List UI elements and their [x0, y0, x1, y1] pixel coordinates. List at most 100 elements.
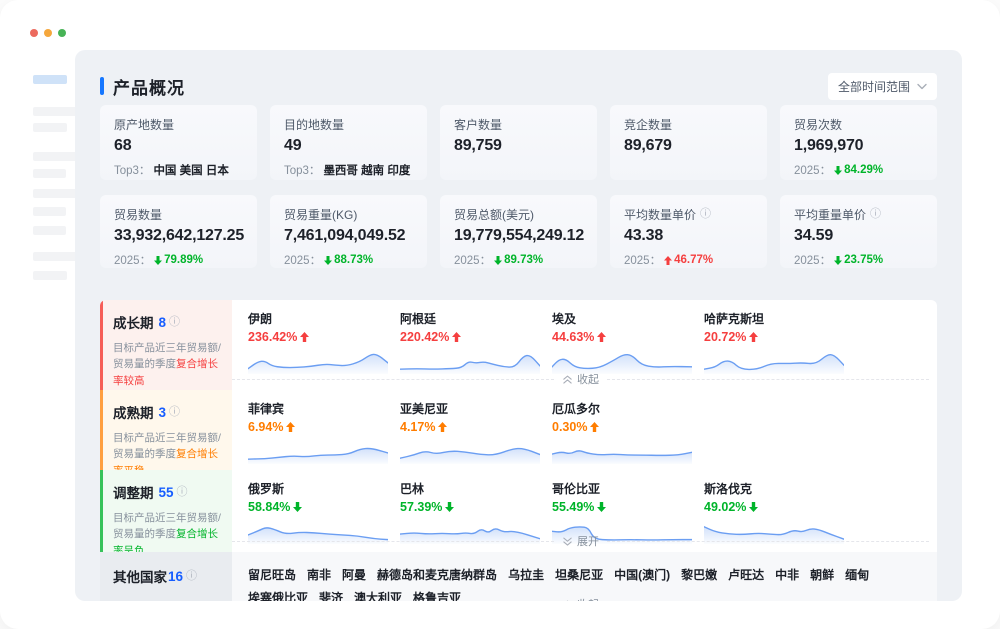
other-country-item[interactable]: 黎巴嫩 — [681, 568, 718, 582]
lifecycle-row: 成长期 8 ⓘ 目标产品近三年贸易额/贸易量的季度复合增长率较高 伊朗 236.… — [100, 300, 937, 390]
stat-card-label: 贸易次数 — [794, 118, 843, 132]
sidebar-skeleton-bar — [33, 207, 66, 216]
row-footer: 展开 — [232, 533, 929, 549]
other-country-item[interactable]: 卢旺达 — [728, 568, 765, 582]
other-country-item[interactable]: 缅甸 — [845, 568, 870, 582]
trend-down-arrow-icon — [834, 165, 843, 175]
stat-sub-trend: 中国 美国 日本 — [153, 162, 228, 178]
country-name: 俄罗斯 — [248, 482, 285, 496]
sidebar-skeleton-bar[interactable] — [33, 75, 67, 84]
country-growth-pct: 6.94% — [248, 420, 400, 434]
country-growth-pct: 44.63% — [552, 330, 704, 344]
trend-sparkline-chart — [704, 526, 844, 544]
other-country-item[interactable]: 朝鲜 — [810, 568, 835, 582]
stat-sub-value: 23.75% — [844, 254, 884, 266]
country-name: 巴林 — [400, 482, 425, 496]
other-country-item[interactable]: 坦桑尼亚 — [555, 568, 604, 582]
other-country-item[interactable]: 南非 — [307, 568, 332, 582]
country-name: 伊朗 — [248, 312, 273, 326]
stat-card-value: 34.59 — [794, 227, 834, 244]
stat-sub-prefix: 2025： — [454, 255, 492, 267]
country-trend-cell[interactable]: 俄罗斯 58.84% — [248, 480, 400, 552]
info-icon[interactable]: ⓘ — [870, 208, 882, 220]
country-trend-cell[interactable]: 亚美尼亚 4.17% — [400, 400, 552, 470]
other-country-item[interactable]: 斐济 — [319, 591, 344, 601]
trend-sparkline-chart — [400, 354, 540, 374]
other-country-item[interactable]: 留尼旺岛 — [248, 568, 297, 582]
info-icon[interactable]: ⓘ — [700, 208, 712, 220]
country-growth-pct: 220.42% — [400, 330, 552, 344]
trend-up-arrow-icon — [664, 255, 673, 265]
time-range-select[interactable]: 全部时间范围 — [827, 72, 937, 100]
other-country-item[interactable]: 澳大利亚 — [354, 591, 403, 601]
other-country-item[interactable]: 中国(澳门) — [614, 568, 671, 582]
toggle-row-link[interactable]: 展开 — [554, 533, 607, 549]
close-window-button[interactable] — [30, 29, 38, 37]
other-country-item[interactable]: 乌拉圭 — [508, 568, 545, 582]
page-title: 产品概况 — [113, 78, 185, 98]
country-growth-pct: 20.72% — [704, 330, 856, 344]
info-icon[interactable]: ⓘ — [186, 569, 198, 582]
trend-sparkline-chart — [400, 528, 540, 544]
trend-down-arrow-icon — [154, 255, 163, 265]
lifecycle-row: 成熟期 3 ⓘ 目标产品近三年贸易额/贸易量的季度复合增长率平稳 菲律宾 6.9… — [100, 390, 937, 477]
stat-card: 平均重量单价 ⓘ 34.59 2025： 23.75% — [780, 195, 937, 268]
trend-sparkline-chart — [400, 447, 540, 464]
trend-up-arrow-icon — [286, 422, 296, 432]
stat-card: 目的地数量 49 Top3： 墨西哥 越南 印度 — [270, 105, 427, 180]
stat-sub-value: 88.73% — [334, 254, 374, 266]
other-country-item[interactable]: 埃塞俄比亚 — [248, 591, 309, 601]
info-icon[interactable]: ⓘ — [169, 315, 181, 328]
maximize-window-button[interactable] — [58, 29, 66, 37]
lifecycle-category-name: 成长期 — [113, 316, 154, 331]
stat-card-label: 贸易重量(KG) — [284, 208, 358, 222]
stat-card-value: 43.38 — [624, 227, 664, 244]
country-trend-cell[interactable]: 阿根廷 220.42% — [400, 310, 552, 390]
lifecycle-row: 其他国家 16 ⓘ 留尼旺岛 南非 阿曼 赫德岛和麦克唐纳群岛 乌拉圭 坦桑尼亚 中国(澳门… — [100, 552, 937, 601]
stat-sub-trend: 46.77% — [664, 254, 713, 266]
minimize-window-button[interactable] — [44, 29, 52, 37]
stat-card-value: 89,679 — [624, 137, 672, 154]
stat-card: 竞企数量 89,679 — [610, 105, 767, 180]
chevron-down-icon — [917, 83, 927, 89]
stat-card: 平均数量单价 ⓘ 43.38 2025： 46.77% — [610, 195, 767, 268]
other-country-item[interactable]: 中非 — [775, 568, 800, 582]
divider-line — [232, 378, 554, 380]
toggle-row-link[interactable]: 收起 — [554, 371, 607, 387]
trend-down-arrow-icon — [293, 502, 303, 512]
info-icon[interactable]: ⓘ — [169, 405, 181, 418]
country-name: 斯洛伐克 — [704, 482, 753, 496]
country-trend-cell[interactable]: 菲律宾 6.94% — [248, 400, 400, 470]
country-trend-cell[interactable]: 哥伦比亚 55.49% — [552, 480, 704, 552]
lifecycle-section: 成长期 8 ⓘ 目标产品近三年贸易额/贸易量的季度复合增长率较高 伊朗 236.… — [100, 300, 937, 601]
country-name: 厄瓜多尔 — [552, 402, 601, 416]
stat-sub-prefix: 2025： — [114, 255, 152, 267]
lifecycle-row-content: 伊朗 236.42% 阿根廷 220.42% 埃及 44.63% 哈萨克斯坦 2… — [232, 300, 937, 390]
country-trend-cell[interactable]: 巴林 57.39% — [400, 480, 552, 552]
lifecycle-category-name: 成熟期 — [113, 406, 154, 421]
stat-card-label: 原产地数量 — [114, 118, 175, 132]
desc-text: 目标产品近三年贸易额/贸易量的季度 — [113, 512, 221, 541]
stat-card-value: 1,969,970 — [794, 137, 864, 154]
panel-header: 产品概况 全部时间范围 — [100, 72, 937, 100]
country-trend-cell[interactable]: 厄瓜多尔 0.30% — [552, 400, 704, 470]
stat-card: 客户数量 89,759 — [440, 105, 597, 180]
lifecycle-category-box: 其他国家 16 ⓘ — [100, 552, 232, 601]
stat-card-label: 竞企数量 — [624, 118, 673, 132]
other-country-item[interactable]: 格鲁吉亚 — [413, 591, 462, 601]
country-trend-cell[interactable]: 伊朗 236.42% — [248, 310, 400, 390]
toggle-row-link[interactable]: 收起 — [554, 596, 607, 601]
lifecycle-row-content: 留尼旺岛 南非 阿曼 赫德岛和麦克唐纳群岛 乌拉圭 坦桑尼亚 中国(澳门) 黎巴嫩 卢旺达 中非朝… — [232, 552, 937, 601]
sidebar-skeleton-bar — [33, 252, 77, 261]
other-country-item[interactable]: 阿曼 — [342, 568, 367, 582]
info-icon[interactable]: ⓘ — [176, 485, 188, 498]
stat-card-value: 49 — [284, 137, 302, 154]
country-trend-cell[interactable]: 斯洛伐克 49.02% — [704, 480, 856, 552]
country-trend-cell[interactable]: 埃及 44.63% — [552, 310, 704, 390]
double-chevron-up-icon — [563, 375, 572, 384]
country-trend-cell[interactable]: 哈萨克斯坦 20.72% — [704, 310, 856, 390]
other-country-item[interactable]: 赫德岛和麦克唐纳群岛 — [377, 568, 498, 582]
stat-card-sub: 2025： 89.73% — [454, 252, 583, 268]
stat-sub-prefix: Top3： — [284, 165, 321, 177]
